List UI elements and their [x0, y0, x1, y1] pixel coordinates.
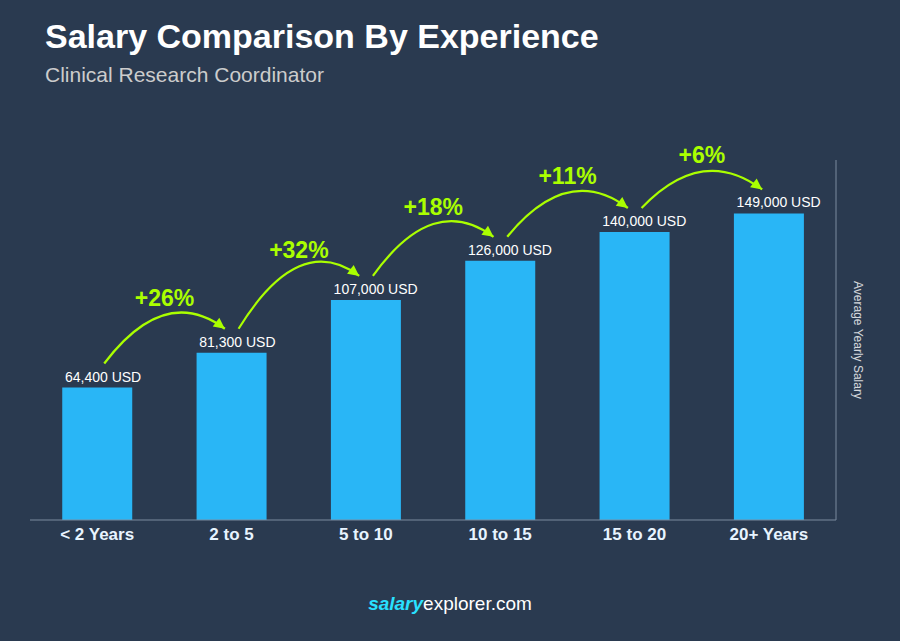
svg-text:+6%: +6% [679, 142, 726, 168]
svg-text:64,400 USD: 64,400 USD [65, 369, 141, 385]
svg-text:+26%: +26% [135, 285, 194, 311]
svg-text:+32%: +32% [269, 237, 328, 263]
svg-text:20+ Years: 20+ Years [730, 525, 809, 544]
svg-text:140,000 USD: 140,000 USD [602, 213, 686, 229]
svg-text:Average Yearly Salary: Average Yearly Salary [851, 281, 865, 399]
svg-text:81,300 USD: 81,300 USD [199, 334, 275, 350]
svg-text:126,000 USD: 126,000 USD [468, 242, 552, 258]
svg-text:149,000 USD: 149,000 USD [737, 194, 821, 210]
svg-text:15 to 20: 15 to 20 [603, 525, 666, 544]
svg-text:< 2 Years: < 2 Years [60, 525, 134, 544]
svg-text:+18%: +18% [403, 194, 462, 220]
html-text:salary explorer.com: salary explorer.com [368, 593, 532, 614]
html-text:Clinical Research Coordinator: Clinical Research Coordinator [45, 63, 324, 86]
html-text:Salary Comparison By Experienc: Salary Comparison By Experience [45, 17, 599, 55]
svg-text:+11%: +11% [538, 163, 596, 189]
svg-text:10 to 15: 10 to 15 [469, 525, 532, 544]
svg-text:5 to 10: 5 to 10 [339, 525, 393, 544]
svg-text:107,000 USD: 107,000 USD [334, 281, 418, 297]
svg-text:2 to 5: 2 to 5 [209, 525, 253, 544]
